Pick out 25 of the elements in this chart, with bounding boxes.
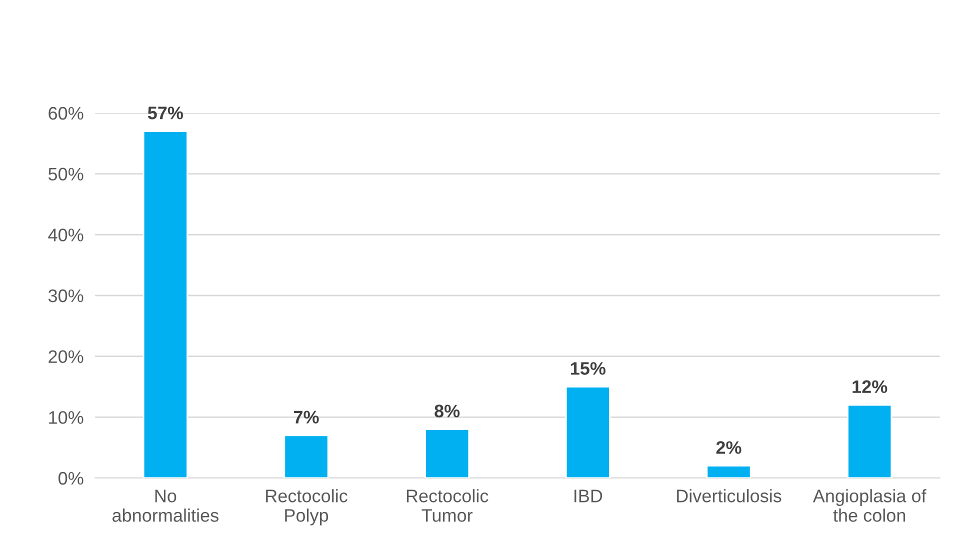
y-tick-label: 0% — [58, 472, 84, 485]
data-label: 15% — [570, 362, 606, 375]
data-label: 8% — [434, 404, 460, 418]
x-tick-label: IBD — [574, 490, 602, 502]
y-tick-label: 20% — [48, 350, 84, 364]
bar — [565, 386, 610, 478]
y-tick-label: 60% — [48, 106, 84, 120]
data-label: 2% — [716, 441, 742, 454]
data-label: 57% — [148, 106, 184, 120]
y-tick-label: 50% — [48, 168, 84, 181]
y-tick-label: 10% — [49, 411, 84, 424]
x-tick-label: Rectocolic Tumor — [406, 489, 488, 522]
y-tick-label: 40% — [48, 228, 84, 242]
bar — [142, 130, 188, 478]
bar — [424, 428, 470, 478]
x-tick-label: No abnormalities — [112, 490, 218, 522]
y-tick-label: 30% — [48, 289, 84, 302]
x-tick-label: Rectocolic Polyp — [266, 489, 348, 526]
bar — [847, 404, 892, 478]
x-tick-label: Diverticulosis — [677, 489, 782, 502]
data-label: 12% — [852, 380, 888, 394]
bar — [284, 434, 329, 478]
data-label: 7% — [294, 410, 319, 424]
x-tick-label: Angioplasia of the colon — [812, 489, 926, 522]
bar — [706, 465, 752, 478]
